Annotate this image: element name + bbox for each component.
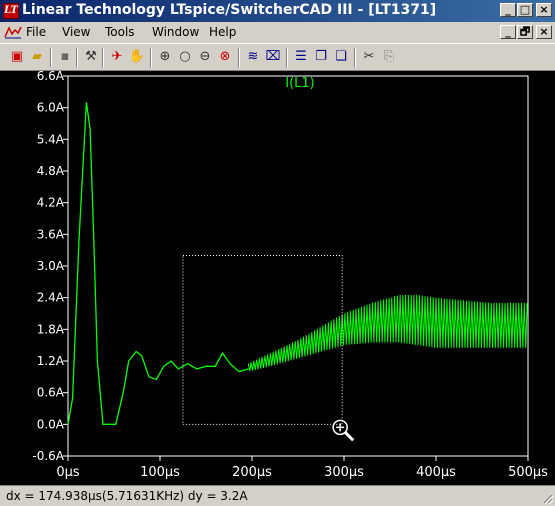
waveform-plot[interactable]: I(L1) -0.6A 0.0A 0.6A 1.2A 1.8A 2.4A 3.0A 3.6A 4… (0, 69, 555, 485)
cascade-icon[interactable]: ❐ (315, 49, 327, 64)
waveform-doc-icon[interactable] (4, 25, 22, 39)
x-tick-label: 0µs (56, 465, 80, 480)
mdi-restore-button[interactable]: 🗗 (517, 25, 533, 39)
y-tick-label: -0.6A (32, 449, 64, 463)
y-tick-label: 4.2A (37, 196, 65, 210)
zoom-cursor-icon (332, 419, 355, 442)
toolbar-separator (150, 48, 152, 67)
cancel-zoom-icon[interactable]: ⊗ (219, 49, 231, 64)
y-tick-label: 1.2A (37, 354, 65, 368)
menu-tools[interactable]: Tools (105, 25, 135, 39)
x-tick-label: 100µs (140, 465, 180, 480)
close-windows-icon[interactable]: ❏ (335, 49, 347, 64)
zoom-fit-icon[interactable]: ○ (179, 49, 191, 64)
control-panel-icon[interactable]: ⚒ (85, 49, 97, 64)
mdi-close-button[interactable]: × (536, 25, 552, 39)
new-schematic-icon[interactable]: ▣ (10, 49, 24, 64)
plot-frame (67, 75, 529, 457)
toolbar-separator (76, 48, 78, 67)
y-tick-label: 3.6A (37, 227, 65, 241)
toolbar-separator (238, 48, 240, 67)
x-tick-label: 300µs (324, 465, 364, 480)
zoom-out-icon[interactable]: ⊖ (199, 49, 211, 64)
y-tick-label: 1.8A (37, 322, 65, 336)
pick-visible-icon[interactable]: ⌧ (265, 49, 281, 64)
zoom-in-icon[interactable]: ⊕ (159, 49, 171, 64)
menu-file[interactable]: File (26, 25, 47, 39)
status-bar: dx = 174.938µs(5.71631KHz) dy = 3.2A (0, 485, 555, 506)
minimize-button[interactable]: _ (500, 3, 516, 17)
x-tick-label: 400µs (416, 465, 456, 480)
toolbar-separator (50, 48, 52, 67)
y-axis: -0.6A 0.0A 0.6A 1.2A 1.8A 2.4A 3.0A 3.6A 4.2A 4.8… (32, 69, 68, 463)
cursor-readout: dx = 174.938µs(5.71631KHz) dy = 3.2A (6, 489, 248, 503)
menu-window[interactable]: Window (152, 25, 200, 39)
cut-icon[interactable]: ✂ (363, 49, 375, 64)
ripple-line (247, 294, 528, 372)
tile-horizontal-icon[interactable]: ☰ (295, 49, 307, 64)
toolbar-separator (102, 48, 104, 67)
y-tick-label: 0.6A (37, 386, 65, 400)
title-bar: LT Linear Technology LTspice/SwitcherCAD… (0, 0, 555, 22)
waveform-viewer[interactable]: I(L1) -0.6A 0.0A 0.6A 1.2A 1.8A 2.4A 3.0A 3.6A 4… (0, 69, 555, 485)
toolbar-separator (354, 48, 356, 67)
trace-label[interactable]: I(L1) (285, 76, 315, 91)
zoom-selection-box (182, 254, 343, 425)
window-title: Linear Technology LTspice/SwitcherCAD II… (22, 2, 437, 18)
halt-icon[interactable]: ✋ (128, 49, 146, 64)
x-axis: 0µs 100µs 200µs 300µs 400µs 500µs (56, 456, 548, 480)
mdi-minimize-button[interactable]: _ (500, 25, 516, 39)
run-icon[interactable]: ✈ (111, 49, 123, 64)
y-tick-label: 6.0A (37, 101, 65, 115)
menu-bar: File View Tools Window Help _ 🗗 × (0, 22, 555, 43)
menu-view[interactable]: View (62, 25, 91, 39)
toolbar: ▣ ▰ ▪ ⚒ ✈ ✋ ⊕ ○ ⊖ ⊗ ≋ ⌧ ☰ ❐ ❏ ✂ ⎘ (0, 43, 555, 71)
maximize-button[interactable]: □ (517, 3, 533, 17)
ripple-waveform (247, 294, 528, 372)
resize-grip-icon[interactable] (541, 492, 553, 504)
y-tick-label: 6.6A (37, 71, 65, 83)
x-tick-label: 200µs (232, 465, 272, 480)
y-tick-label: 0.0A (37, 417, 65, 431)
toolbar-separator (286, 48, 288, 67)
trace-line (67, 102, 249, 425)
y-tick-label: 3.0A (37, 259, 65, 273)
save-icon[interactable]: ▪ (60, 49, 70, 64)
menu-help[interactable]: Help (209, 25, 237, 39)
copy-icon[interactable]: ⎘ (383, 49, 395, 64)
autorange-icon[interactable]: ≋ (247, 49, 259, 64)
open-folder-icon[interactable]: ▰ (32, 49, 42, 64)
y-tick-label: 4.8A (37, 164, 65, 178)
close-button[interactable]: × (536, 3, 552, 17)
ltspice-logo-icon[interactable]: LT (3, 3, 19, 19)
y-tick-label: 5.4A (37, 132, 65, 146)
y-tick-label: 2.4A (37, 291, 65, 305)
x-tick-label: 500µs (508, 465, 548, 480)
